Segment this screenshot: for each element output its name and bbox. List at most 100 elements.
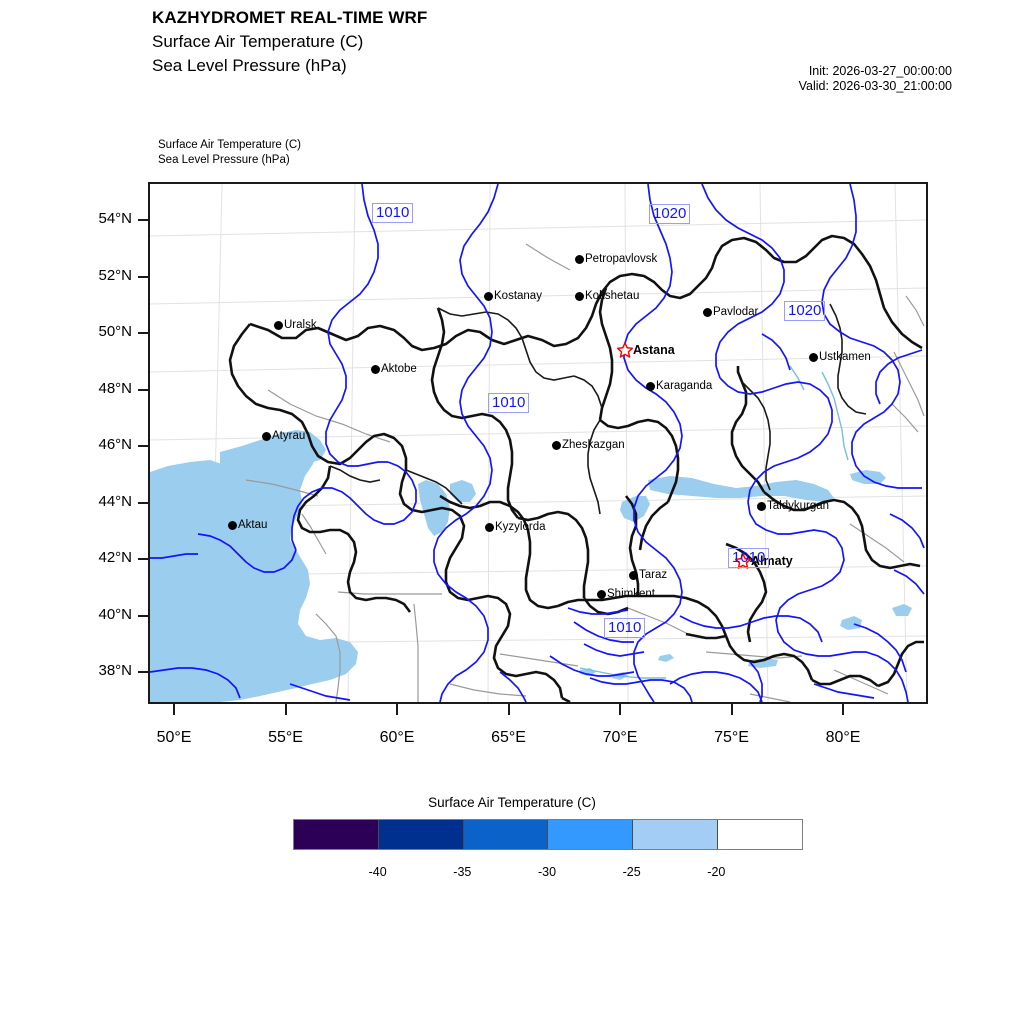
init-time: Init: 2026-03-27_00:00:00 xyxy=(808,64,952,78)
x-axis-tick-label: 50°E xyxy=(156,729,192,746)
colorbar-segment-5[interactable] xyxy=(718,820,802,849)
city-marker-aktau[interactable]: Aktau xyxy=(228,519,267,531)
isobar-label-1010-0: 1010 xyxy=(372,203,414,223)
city-label: Karaganda xyxy=(656,380,713,392)
city-marker-astana[interactable]: Astana xyxy=(617,342,675,358)
city-marker-zheskazgan[interactable]: Zheskazgan xyxy=(552,439,625,451)
neighbour-borders xyxy=(245,243,925,702)
city-dot-icon xyxy=(484,292,493,301)
forecast-time-block: Init: 2026-03-27_00:00:00 Valid: 2026-03… xyxy=(799,64,952,94)
y-axis-tick-label: 40°N xyxy=(98,605,132,623)
city-label: Taraz xyxy=(639,569,668,581)
city-marker-karaganda[interactable]: Karaganda xyxy=(646,380,713,392)
isobar-label-1020-2: 1020 xyxy=(784,301,826,321)
city-dot-icon xyxy=(646,382,655,391)
city-label: Uralsk xyxy=(284,319,317,331)
y-axis-tick-mark xyxy=(138,219,148,221)
city-marker-petropavlovsk[interactable]: Petropavlovsk xyxy=(575,253,658,265)
city-label: Astana xyxy=(633,342,675,357)
city-marker-taraz[interactable]: Taraz xyxy=(629,569,668,581)
map-graphics xyxy=(150,184,926,702)
valid-time: Valid: 2026-03-30_21:00:00 xyxy=(798,79,952,93)
city-dot-icon xyxy=(703,308,712,317)
y-axis-tick-label: 54°N xyxy=(98,210,132,227)
city-dot-icon xyxy=(597,590,606,599)
y-axis-tick-label: 48°N xyxy=(98,379,132,397)
y-axis-tick-mark xyxy=(138,388,148,391)
colorbar-segment-4[interactable] xyxy=(633,820,719,849)
colorbar-segment-0[interactable] xyxy=(294,820,379,849)
colorbar[interactable] xyxy=(293,819,803,850)
city-marker-kyzylorda[interactable]: Kyzylorda xyxy=(485,521,546,533)
panel-subtitle-pressure: Sea Level Pressure (hPa) xyxy=(158,154,290,166)
city-dot-icon xyxy=(274,321,283,330)
city-label: Kokshetau xyxy=(585,290,640,302)
y-axis-tick-label: 50°N xyxy=(98,323,132,340)
y-axis-tick-label: 42°N xyxy=(98,549,132,566)
y-axis-tick-mark xyxy=(138,614,148,617)
city-dot-icon xyxy=(575,255,584,264)
city-marker-shimkent[interactable]: Shimkent xyxy=(597,588,655,600)
colorbar-segment-2[interactable] xyxy=(463,820,549,849)
x-axis-tick-label: 65°E xyxy=(491,729,526,746)
x-axis-tick-mark xyxy=(173,704,175,715)
map-canvas[interactable] xyxy=(148,182,928,704)
city-marker-pavlodar[interactable]: Pavlodar xyxy=(703,306,758,318)
y-axis-tick-mark xyxy=(138,445,148,447)
city-dot-icon xyxy=(757,502,766,511)
city-dot-icon xyxy=(485,523,494,532)
x-axis-tick-label: 80°E xyxy=(825,729,861,746)
colorbar-segment-3[interactable] xyxy=(548,820,634,849)
city-label: Ustkamen xyxy=(819,351,871,363)
city-label: Taldykurgan xyxy=(767,500,830,512)
city-marker-atyrau[interactable]: Atyrau xyxy=(262,430,306,442)
y-axis-tick-label: 38°N xyxy=(98,662,132,679)
city-dot-icon xyxy=(262,432,271,441)
x-axis-tick-mark xyxy=(396,704,398,715)
city-label: Atyrau xyxy=(272,430,306,442)
city-marker-kostanay[interactable]: Kostanay xyxy=(484,290,542,302)
colorbar-tick-label: -35 xyxy=(453,865,472,879)
y-axis-tick-label: 46°N xyxy=(98,436,132,453)
city-marker-ustkamen[interactable]: Ustkamen xyxy=(809,351,871,363)
city-dot-icon xyxy=(575,292,584,301)
city-marker-kokshetau[interactable]: Kokshetau xyxy=(575,290,640,302)
city-label: Petropavlovsk xyxy=(585,253,658,265)
x-axis-tick-mark xyxy=(284,704,287,715)
city-marker-taldykurgan[interactable]: Taldykurgan xyxy=(757,500,830,512)
x-axis-tick-label: 75°E xyxy=(714,729,749,746)
city-marker-uralsk[interactable]: Uralsk xyxy=(274,319,317,331)
colorbar-title: Surface Air Temperature (C) xyxy=(428,795,596,810)
water-bodies xyxy=(150,430,912,702)
city-label: Kyzylorda xyxy=(495,521,546,533)
colorbar-tick-label: -25 xyxy=(622,865,641,879)
isobar-contours xyxy=(150,184,925,702)
y-axis-tick-label: 44°N xyxy=(98,492,132,510)
x-axis-tick-mark xyxy=(507,704,510,715)
x-axis-tick-mark xyxy=(730,704,733,715)
city-label: Shimkent xyxy=(607,588,655,600)
isobar-label-1010-3: 1010 xyxy=(488,393,530,413)
isobar-label-1020-1: 1020 xyxy=(649,204,691,224)
y-axis-tick-mark xyxy=(138,332,148,334)
colorbar-segment-1[interactable] xyxy=(378,820,464,849)
panel-subtitle: Surface Air Temperature (C) Sea Level Pr… xyxy=(158,138,301,168)
oblast-borders xyxy=(329,303,867,515)
x-axis-tick-mark xyxy=(619,704,621,715)
city-label: Almaty xyxy=(751,553,793,568)
city-marker-almaty[interactable]: Almaty xyxy=(735,553,793,569)
city-label: Zheskazgan xyxy=(562,439,625,451)
colorbar-tick-label: -40 xyxy=(368,865,387,879)
city-marker-aktobe[interactable]: Aktobe xyxy=(371,363,417,375)
city-dot-icon xyxy=(629,571,638,580)
y-axis-tick-mark xyxy=(138,671,148,673)
page-title: KAZHYDROMET REAL-TIME WRF xyxy=(152,8,428,27)
y-axis-tick-mark xyxy=(138,558,148,560)
y-axis-tick-label: 52°N xyxy=(98,266,132,284)
isobar-label-1010-5: 1010 xyxy=(604,618,646,638)
isobar-label-1010-4: 1010 xyxy=(728,548,770,568)
x-axis-tick-label: 70°E xyxy=(602,729,638,746)
city-label: Aktobe xyxy=(381,363,417,375)
x-axis-tick-mark xyxy=(842,704,844,715)
capital-star-icon xyxy=(735,553,751,569)
